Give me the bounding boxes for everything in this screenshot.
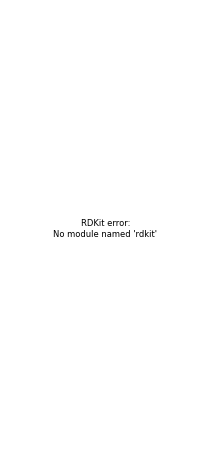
Text: RDKit error:
No module named 'rdkit': RDKit error: No module named 'rdkit' xyxy=(54,219,157,239)
